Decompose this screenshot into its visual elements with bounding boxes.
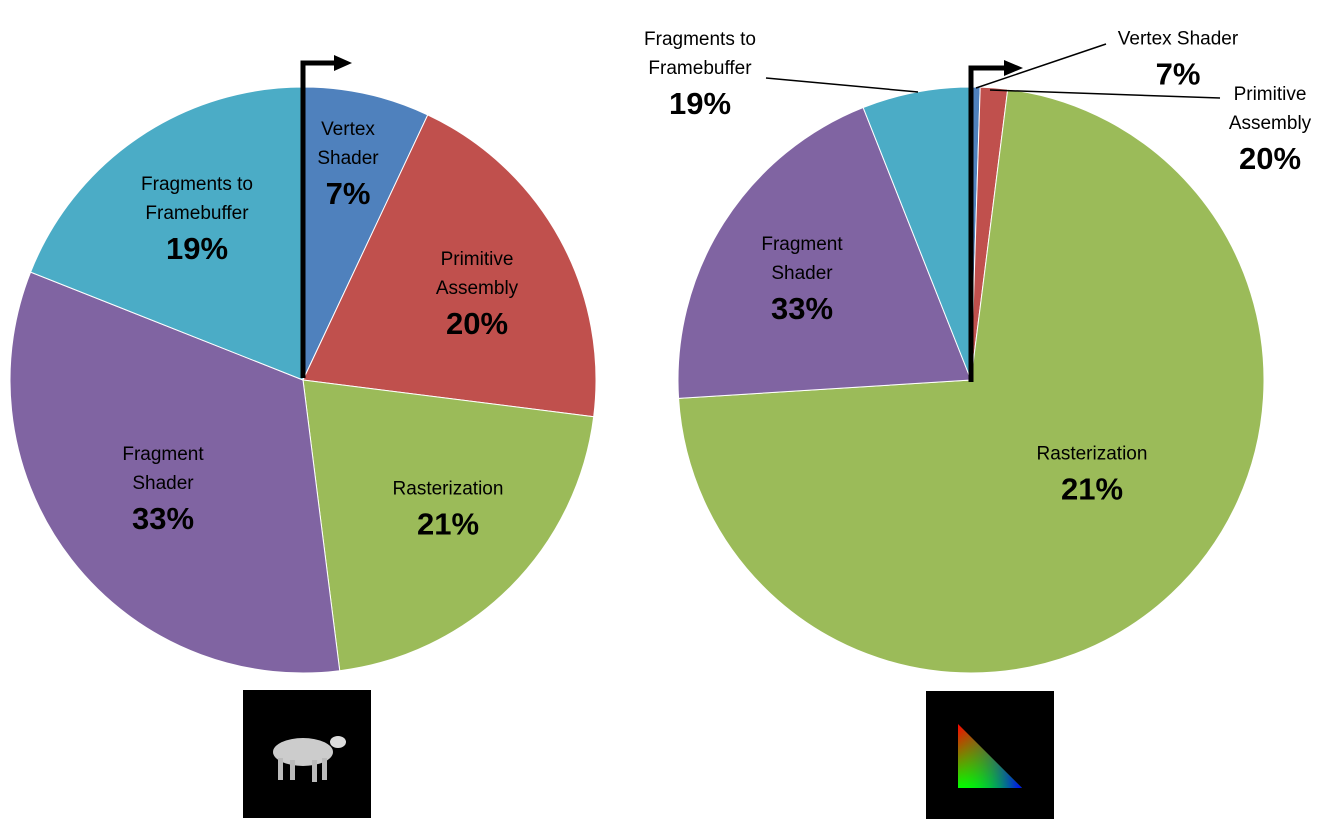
percent-label: 21%	[1060, 471, 1124, 507]
slice-label: Vertex Shader 7%	[303, 115, 393, 215]
category-label: Fragment Shader	[122, 444, 204, 494]
triangle-thumbnail	[926, 691, 1054, 819]
slice-label: Primitive Assembly 20%	[1215, 80, 1321, 180]
category-label: Primitive Assembly	[435, 249, 519, 299]
percent-label: 33%	[770, 291, 834, 326]
slice-label: Fragments to Framebuffer 19%	[117, 170, 277, 270]
pie-slice	[29, 86, 304, 381]
percent-label: 19%	[165, 231, 229, 266]
category-label: Fragment Shader	[761, 234, 843, 284]
pie-slice	[302, 114, 597, 418]
arrow	[968, 65, 1008, 382]
leader-line	[765, 77, 919, 93]
slice-label: Rasterization 21%	[1012, 440, 1172, 511]
percent-label: 20%	[445, 306, 509, 341]
slice-label: Vertex Shader 7%	[1098, 25, 1258, 96]
slice-label: Fragments to Framebuffer 19%	[620, 25, 780, 125]
category-label: Fragments to Framebuffer	[141, 174, 253, 224]
slice-label: Fragment Shader 33%	[103, 440, 223, 540]
percent-label: 20%	[1238, 141, 1302, 176]
arrowhead	[334, 55, 352, 71]
percent-label: 19%	[668, 86, 732, 121]
leader-line	[975, 43, 1107, 89]
percent-label: 33%	[131, 501, 195, 536]
arrowhead	[1004, 60, 1023, 76]
category-label: Vertex Shader	[1117, 28, 1239, 50]
category-label: Rasterization	[1036, 443, 1148, 465]
slice-label: Rasterization 21%	[368, 475, 528, 546]
percent-label: 7%	[1155, 56, 1201, 92]
cow-thumbnail	[243, 690, 371, 818]
slice-label: Primitive Assembly 20%	[417, 245, 537, 345]
arrow	[300, 60, 338, 378]
category-label: Fragments to Framebuffer	[644, 29, 756, 79]
decor	[300, 43, 1221, 382]
category-label: Rasterization	[392, 478, 504, 500]
category-label: Primitive Assembly	[1228, 84, 1312, 134]
pie-slice	[302, 379, 595, 672]
pie-slice	[9, 271, 341, 674]
category-label: Vertex Shader	[317, 119, 379, 169]
pie-slice	[302, 86, 429, 381]
slice-label: Fragment Shader 33%	[742, 230, 862, 330]
percent-label: 7%	[325, 176, 371, 211]
pie-slice	[677, 106, 972, 399]
leader-line	[989, 89, 1221, 99]
percent-label: 21%	[416, 506, 480, 542]
